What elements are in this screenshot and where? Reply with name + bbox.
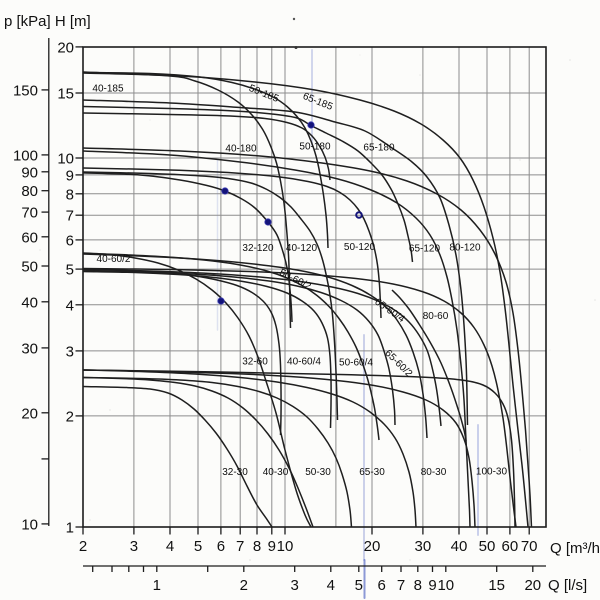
svg-text:90: 90 <box>21 164 38 181</box>
svg-text:20: 20 <box>364 538 381 555</box>
svg-text:2: 2 <box>66 408 74 425</box>
svg-text:15: 15 <box>57 86 74 103</box>
svg-text:50-30: 50-30 <box>305 467 331 478</box>
svg-text:80-30: 80-30 <box>421 467 447 478</box>
svg-text:1: 1 <box>66 520 74 537</box>
svg-text:100-30: 100-30 <box>476 467 508 478</box>
svg-text:40-60/4: 40-60/4 <box>287 357 321 368</box>
svg-text:50: 50 <box>479 538 496 555</box>
svg-text:40-120: 40-120 <box>286 243 318 254</box>
svg-text:50-120: 50-120 <box>344 242 376 253</box>
svg-text:4: 4 <box>166 538 174 555</box>
svg-text:2: 2 <box>79 538 87 555</box>
svg-text:3: 3 <box>130 538 138 555</box>
svg-text:32-30: 32-30 <box>222 467 248 478</box>
svg-text:65-180: 65-180 <box>363 143 395 154</box>
svg-text:32-120: 32-120 <box>242 243 274 254</box>
svg-text:80-120: 80-120 <box>449 243 481 254</box>
svg-text:5: 5 <box>66 262 74 279</box>
svg-text:5: 5 <box>355 577 363 594</box>
svg-text:7: 7 <box>66 208 74 225</box>
svg-text:8: 8 <box>414 577 422 594</box>
svg-text:2: 2 <box>240 577 248 594</box>
svg-text:7: 7 <box>397 577 405 594</box>
svg-text:9: 9 <box>268 538 276 555</box>
svg-text:40-185: 40-185 <box>92 84 124 95</box>
svg-text:20: 20 <box>524 577 541 594</box>
svg-text:40-60/2: 40-60/2 <box>97 254 131 265</box>
svg-text:10: 10 <box>277 538 294 555</box>
svg-text:8: 8 <box>253 538 261 555</box>
svg-text:10: 10 <box>21 516 38 533</box>
svg-text:70: 70 <box>21 205 38 222</box>
svg-text:4: 4 <box>66 297 74 314</box>
svg-text:20: 20 <box>57 39 74 56</box>
svg-text:9: 9 <box>66 167 74 184</box>
svg-text:15: 15 <box>488 577 505 594</box>
svg-text:20: 20 <box>21 405 38 422</box>
svg-text:60: 60 <box>21 229 38 246</box>
svg-text:4: 4 <box>327 577 335 594</box>
svg-text:100: 100 <box>13 147 38 164</box>
svg-text:80-60: 80-60 <box>423 311 449 322</box>
svg-text:6: 6 <box>217 538 225 555</box>
svg-text:32-60: 32-60 <box>242 357 268 368</box>
svg-text:65-120: 65-120 <box>409 244 441 255</box>
svg-text:3: 3 <box>291 577 299 594</box>
svg-text:10: 10 <box>437 577 454 594</box>
svg-text:Q [l/s]: Q [l/s] <box>548 577 587 594</box>
svg-text:40-180: 40-180 <box>225 144 257 155</box>
svg-text:9: 9 <box>428 577 436 594</box>
svg-text:1: 1 <box>153 577 161 594</box>
svg-text:50-60/4: 50-60/4 <box>339 358 373 369</box>
svg-text:8: 8 <box>66 186 74 203</box>
svg-text:10: 10 <box>57 151 74 168</box>
svg-text:150: 150 <box>13 82 38 99</box>
svg-text:40: 40 <box>451 538 468 555</box>
svg-text:5: 5 <box>194 538 202 555</box>
svg-text:40-30: 40-30 <box>263 467 289 478</box>
svg-text:6: 6 <box>378 577 386 594</box>
svg-text:Q [m³/h]: Q [m³/h] <box>550 540 600 557</box>
svg-text:50-180: 50-180 <box>299 142 331 153</box>
svg-text:70: 70 <box>521 538 538 555</box>
svg-text:7: 7 <box>236 538 244 555</box>
svg-text:65-30: 65-30 <box>359 467 385 478</box>
svg-text:30: 30 <box>415 538 432 555</box>
svg-text:3: 3 <box>66 343 74 360</box>
svg-text:6: 6 <box>66 232 74 249</box>
svg-text:80: 80 <box>21 183 38 200</box>
svg-text:50: 50 <box>21 259 38 276</box>
svg-text:p [kPa] H [m]: p [kPa] H [m] <box>4 13 91 30</box>
svg-text:60: 60 <box>502 538 519 555</box>
svg-text:30: 30 <box>21 340 38 357</box>
svg-text:40: 40 <box>21 294 38 311</box>
